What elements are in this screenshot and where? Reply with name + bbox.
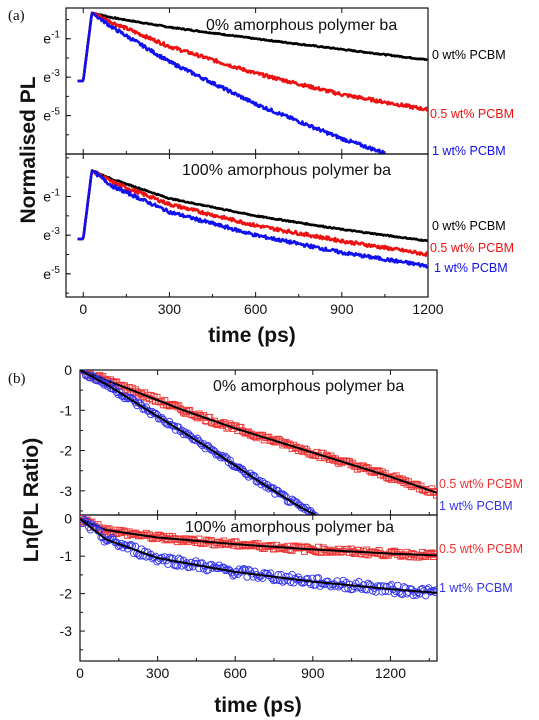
series-label: 0.5 wt% PCBM (439, 542, 523, 556)
x-tick-label: 600 (224, 665, 248, 681)
x-axis-title-a: time (ps) (208, 324, 296, 347)
data-point (314, 574, 323, 582)
data-point (182, 430, 191, 439)
y-tick-label: e-1 (43, 30, 60, 47)
subplot-title: 0% amorphous polymer ba (206, 17, 397, 34)
x-tick-label: 0 (76, 665, 84, 681)
y-tick-label: e-5 (43, 265, 60, 282)
x-tick-label: 1200 (375, 665, 406, 681)
series-label: 0 wt% PCBM (432, 219, 506, 233)
y-tick-label: e-1 (43, 188, 60, 205)
data-point (108, 384, 116, 392)
panel-label-b: (b) (8, 371, 26, 387)
plot-data (80, 515, 437, 600)
subplot-title: 100% amorphous polymer ba (182, 162, 391, 179)
plot-b-top: 0 -1 -2 -3 0% amorphous polymer ba 0.5 wt% PC… (60, 362, 523, 516)
series-line (77, 11, 428, 83)
data-point (429, 586, 437, 595)
data-point (156, 414, 164, 423)
series-label: 1 wt% PCBM (439, 499, 513, 513)
fit-line (80, 370, 437, 494)
series-label: 1 wt% PCBM (439, 581, 513, 595)
series-line (77, 169, 428, 269)
x-tick-label: 900 (330, 301, 354, 317)
x-tick-label: 300 (146, 665, 170, 681)
x-tick-label: 600 (244, 301, 268, 317)
data-point (383, 582, 391, 591)
data-point (393, 581, 402, 590)
plot-frame (79, 514, 438, 662)
y-tick-label: e-3 (43, 226, 60, 243)
series-label: 0.5 wt% PCBM (439, 477, 523, 491)
subplot-title: 0% amorphous polymer ba (213, 378, 404, 395)
y-tick-label: 0 (64, 511, 72, 527)
series-label: 1 wt% PCBM (432, 144, 506, 158)
series-line (77, 11, 388, 154)
series-line (77, 169, 428, 243)
y-tick-label: -3 (60, 483, 73, 499)
data-point (196, 439, 205, 448)
series-label: 0.5 wt% PCBM (430, 107, 514, 121)
x-tick-label: 1200 (412, 301, 443, 317)
data-point (190, 435, 199, 443)
y-tick-label: e-5 (43, 107, 60, 124)
fit-line (80, 370, 316, 515)
series-line (77, 11, 428, 112)
y-tick-label: -3 (60, 623, 73, 639)
x-tick-label: 900 (301, 665, 325, 681)
data-point (170, 422, 178, 430)
x-tick-label: 300 (158, 301, 182, 317)
x-axis-title-b: time (ps) (214, 694, 302, 717)
plot-data (80, 370, 437, 515)
series-label: 0 wt% PCBM (432, 48, 506, 62)
series-line (77, 169, 428, 258)
y-tick-label: -2 (60, 443, 73, 459)
data-point (80, 370, 85, 374)
y-tick-label: -2 (60, 586, 73, 602)
subplot-title: 100% amorphous polymer ba (185, 519, 394, 536)
data-point (145, 407, 154, 415)
data-point (431, 488, 437, 496)
plot-frame (65, 153, 429, 298)
data-point (173, 562, 182, 570)
data-point (220, 453, 228, 462)
y-axis-title-a: Normalised PL (17, 76, 40, 223)
panel-label-a: (a) (8, 8, 25, 24)
data-point (390, 589, 399, 598)
series-label: 1 wt% PCBM (434, 261, 508, 275)
y-tick-label: 0 (64, 362, 72, 378)
plot-a-top: e-1 e-3 e-5 0% amorphous polymer ba 0 wt% PC… (43, 7, 514, 158)
plot-data (77, 169, 428, 269)
y-tick-label: -1 (60, 402, 73, 418)
x-tick-label: 0 (79, 301, 87, 317)
plot-a-bottom: 0 300 600 900 1200 e-1 e-3 e-5 100% amorphous po… (43, 153, 514, 317)
y-tick-label: e-3 (43, 68, 60, 85)
data-point (303, 507, 312, 515)
data-point (311, 511, 320, 515)
data-point (305, 508, 313, 515)
y-axis-title-b: Ln(PL Ratio) (20, 438, 43, 562)
fit-line (80, 517, 437, 594)
y-tick-label: -1 (60, 548, 73, 564)
fit-line (80, 517, 437, 557)
plot-data (77, 11, 428, 154)
data-point (193, 559, 202, 568)
data-point (433, 550, 437, 558)
plot-b-bottom: 0 300 600 900 1200 0 -1 -2 -3 100% amorphous poly… (60, 511, 524, 681)
series-label: 0.5 wt% PCBM (430, 241, 514, 255)
